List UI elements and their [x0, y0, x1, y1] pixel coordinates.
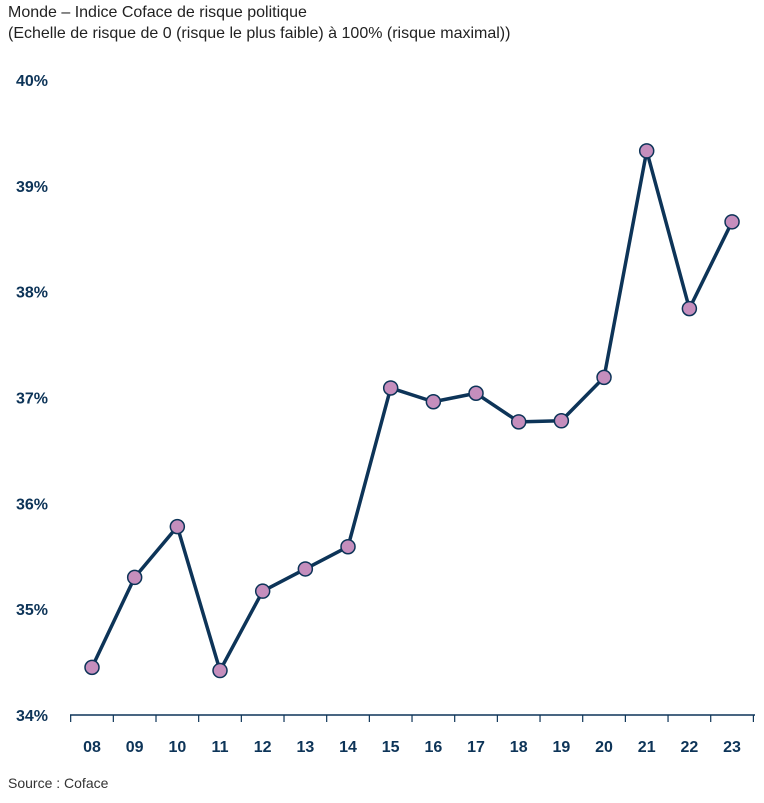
data-point	[297, 561, 314, 577]
x-tick-label: 21	[638, 739, 656, 756]
y-tick-label: 39%	[16, 179, 48, 196]
data-point	[382, 380, 399, 396]
data-point	[425, 393, 442, 410]
x-tick-label: 08	[83, 739, 101, 756]
x-tick-label: 23	[723, 739, 741, 756]
x-tick-label: 11	[212, 739, 229, 756]
chart-title: Monde – Indice Coface de risque politiqu…	[8, 2, 510, 44]
data-point	[468, 385, 484, 402]
series-line	[90, 149, 734, 673]
source-note: Source : Coface	[8, 775, 109, 791]
data-point	[724, 214, 740, 230]
y-axis: 34% 35% 36% 37% 38% 39% 40%	[16, 73, 48, 725]
x-tick-label: 12	[254, 739, 272, 756]
x-tick-label: 17	[467, 739, 485, 756]
chart-title-line2: (Echelle de risque de 0 (risque le plus …	[8, 25, 511, 42]
y-tick-label: 34%	[16, 708, 48, 725]
x-tick-label: 19	[552, 739, 570, 756]
x-tick-label: 15	[382, 739, 400, 756]
data-point	[126, 569, 143, 586]
data-point	[510, 414, 527, 430]
y-tick-label: 36%	[16, 496, 48, 513]
x-axis: 08 09 10 11 12 13 14 15 16 17 18 19 20 21 22 23	[70, 714, 755, 756]
x-tick-label: 13	[296, 739, 314, 756]
x-tick-label: 14	[339, 739, 357, 756]
data-point	[638, 143, 655, 159]
x-tick-label: 20	[595, 739, 613, 756]
x-tick-label: 16	[424, 739, 442, 756]
x-tick-label: 18	[510, 739, 528, 756]
y-tick-label: 37%	[16, 391, 48, 408]
data-point	[254, 583, 271, 599]
data-point	[169, 518, 186, 535]
chart-title-line1: Monde – Indice Coface de risque politiqu…	[8, 4, 307, 21]
data-point	[212, 662, 228, 679]
x-tick-label: 10	[168, 739, 186, 756]
data-point	[84, 659, 100, 676]
x-tick-label: 09	[126, 739, 144, 756]
y-tick-label: 40%	[16, 73, 48, 90]
data-point	[681, 300, 698, 317]
series-political-risk	[84, 143, 740, 679]
data-point	[340, 538, 356, 555]
data-point	[596, 369, 612, 386]
x-tick-label: 22	[680, 739, 698, 756]
y-tick-label: 35%	[16, 602, 48, 619]
data-point	[553, 413, 570, 429]
y-tick-label: 38%	[16, 285, 48, 302]
